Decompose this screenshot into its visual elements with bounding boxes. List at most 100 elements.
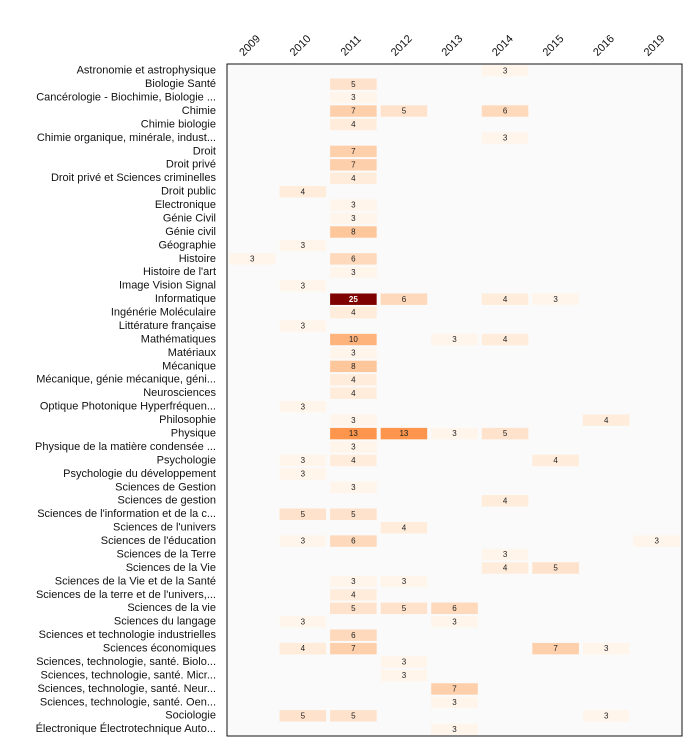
row-label: Sciences de la vie (127, 602, 216, 614)
heatmap-cells: 3 5 3 7 5 6 4 3 7 7 4 4 3 3 8 3 3 6 3 3 25 6 4 3 4 3 10 3 4 3 8 4 4 3 3 4 13… (229, 65, 680, 735)
cell-value-label: 3 (351, 93, 356, 102)
row-label: Physique (171, 428, 216, 440)
heatmap-cell (330, 387, 377, 399)
cell-value-label: 6 (351, 254, 356, 263)
cell-value-label: 3 (301, 402, 306, 411)
heatmap-cell (330, 454, 377, 467)
heatmap-cell (330, 91, 377, 104)
row-label: Sciences de la terre et de l'univers,... (36, 589, 216, 601)
heatmap-cell (279, 280, 327, 292)
cell-value-label: 25 (349, 295, 358, 304)
heatmap-cell (380, 105, 428, 117)
heatmap-cell (481, 293, 529, 305)
heatmap-cell (481, 562, 529, 574)
cell-value-label: 13 (399, 429, 408, 438)
cell-value-label: 3 (452, 698, 457, 707)
cell-value-label: 8 (351, 362, 356, 371)
cell-value-label: 4 (351, 590, 356, 599)
row-label: Physique de la matière condensée ... (35, 441, 216, 453)
cell-value-label: 4 (503, 295, 508, 304)
row-label: Philosophie (159, 414, 216, 426)
heatmap-cell (380, 521, 428, 534)
cell-value-label: 10 (349, 335, 358, 344)
cell-value-label: 3 (604, 644, 609, 653)
row-label: Sciences de la Vie (126, 562, 216, 574)
cell-value-label: 6 (351, 631, 356, 640)
heatmap-cell (380, 293, 428, 305)
heatmap-cell (330, 602, 377, 615)
cell-value-label: 3 (301, 456, 306, 465)
heatmap-cell (330, 414, 377, 426)
heatmap-cell (431, 602, 478, 615)
cell-value-label: 3 (351, 577, 356, 586)
heatmap-cell (330, 575, 377, 588)
plot-area (226, 63, 683, 737)
row-label: Sociologie (165, 710, 216, 722)
heatmap-cell (330, 481, 377, 494)
column-label-2014: 2014 (490, 33, 516, 59)
cell-value-label: 3 (553, 295, 558, 304)
cell-value-label: 3 (654, 537, 659, 546)
cell-value-label: 3 (301, 322, 306, 331)
cell-value-label: 3 (351, 443, 356, 452)
row-label: Biologie Santé (145, 78, 216, 90)
row-label: Sciences, technologie, santé. Biolo... (36, 656, 216, 668)
cell-value-label: 8 (351, 228, 356, 237)
row-label: Ingénérie Moléculaire (111, 307, 216, 319)
row-label: Sciences de l'univers (113, 522, 216, 534)
cell-value-label: 5 (351, 510, 356, 519)
heatmap-cell (431, 723, 478, 735)
cell-value-label: 5 (351, 711, 356, 720)
column-label-2015: 2015 (541, 33, 567, 59)
column-label-2016: 2016 (591, 33, 617, 59)
cell-value-label: 4 (351, 308, 356, 317)
heatmap-cell (330, 159, 377, 171)
cell-value-label: 4 (301, 644, 306, 653)
cell-value-label: 3 (402, 577, 407, 586)
row-label: Image Vision Signal (119, 280, 216, 292)
heatmap-cell (330, 172, 377, 184)
heatmap-cell (481, 495, 529, 507)
cell-value-label: 13 (349, 429, 358, 438)
row-label: Droit (193, 145, 216, 157)
heatmap-cell (330, 441, 377, 453)
column-label-2012: 2012 (389, 33, 415, 59)
heatmap-cell (330, 212, 377, 225)
heatmap-cell (380, 427, 428, 440)
heatmap-cell (582, 414, 630, 426)
heatmap-cell (431, 333, 478, 346)
cell-value-label: 4 (351, 456, 356, 465)
cell-value-label: 3 (402, 658, 407, 667)
cell-value-label: 3 (503, 134, 508, 143)
row-label: Optique Photonique Hyperfréquen... (40, 401, 216, 413)
row-label: Sciences du langage (114, 616, 216, 628)
row-label: Génie Civil (163, 212, 216, 224)
cell-value-label: 5 (553, 564, 558, 573)
cell-value-label: 3 (351, 214, 356, 223)
cell-value-label: 4 (351, 375, 356, 384)
cell-value-label: 3 (452, 617, 457, 626)
cell-value-label: 5 (351, 80, 356, 89)
heatmap-cell (279, 185, 327, 198)
cell-value-label: 7 (351, 160, 356, 169)
row-label: Psychologie (157, 454, 216, 466)
cell-value-label: 3 (351, 416, 356, 425)
cell-value-label: 5 (301, 510, 306, 519)
cell-value-label: 3 (301, 470, 306, 479)
cell-value-label: 3 (351, 268, 356, 277)
row-label: Électronique Électrotechnique Auto... (36, 722, 216, 735)
heatmap-cell (532, 562, 579, 574)
heatmap-cell (330, 427, 377, 440)
heatmap-cell (431, 616, 478, 628)
cell-value-label: 5 (402, 604, 407, 613)
heatmap-cell (481, 427, 529, 440)
heatmap-cell (330, 293, 377, 305)
cell-value-label: 4 (553, 456, 558, 465)
heatmap-cell (330, 253, 377, 265)
cell-value-label: 3 (250, 254, 255, 263)
cell-value-label: 3 (503, 550, 508, 559)
cell-value-label: 3 (402, 671, 407, 680)
row-label: Chimie biologie (141, 118, 216, 130)
heatmap-cell (532, 454, 579, 467)
cell-value-label: 5 (301, 711, 306, 720)
